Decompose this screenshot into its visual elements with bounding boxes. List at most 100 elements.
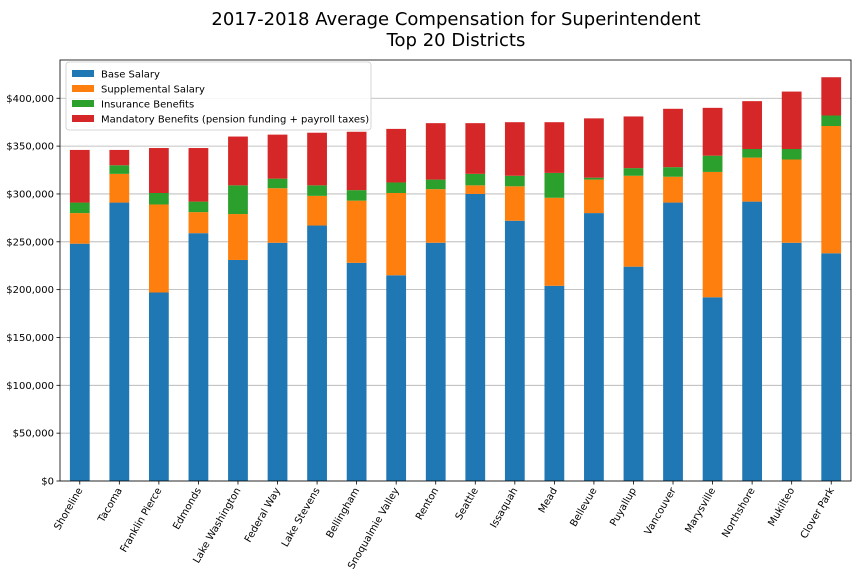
- bar-insurance-benefits: [623, 168, 644, 176]
- legend-box: [65, 61, 372, 131]
- x-tick-label: Bellingham: [325, 486, 363, 540]
- x-tick-label: Franklin Pierce: [119, 486, 165, 555]
- bar-insurance-benefits: [346, 190, 367, 201]
- bar-supplemental-salary: [584, 179, 604, 214]
- bar-insurance-benefits: [69, 202, 90, 214]
- bar-mandatory-benefits: [742, 101, 763, 149]
- bar-insurance-benefits: [821, 115, 842, 127]
- y-tick-label: $0: [41, 477, 54, 488]
- bar-insurance-benefits: [702, 155, 723, 172]
- x-tick-label: Clover Park: [799, 486, 837, 541]
- legend-swatch: [72, 70, 94, 77]
- bar-supplemental-salary: [781, 159, 802, 243]
- bar-base-salary: [702, 297, 723, 481]
- bar-insurance-benefits: [663, 167, 683, 177]
- x-tick-label: Shoreline: [52, 486, 85, 532]
- bar-mandatory-benefits: [702, 107, 723, 156]
- x-tick-label: Northshore: [720, 486, 757, 540]
- bar-insurance-benefits: [584, 177, 604, 180]
- bar-base-salary: [425, 242, 446, 481]
- chart-title: 2017-2018 Average Compensation for Super…: [211, 9, 700, 30]
- x-tick-label: Mead: [537, 486, 560, 515]
- bar-base-salary: [821, 253, 842, 481]
- bar-supplemental-salary: [188, 212, 209, 234]
- bar-base-salary: [69, 243, 90, 481]
- bar-mandatory-benefits: [544, 122, 565, 173]
- bar-mandatory-benefits: [148, 148, 169, 193]
- bar-mandatory-benefits: [346, 131, 367, 191]
- bar-base-salary: [307, 225, 327, 481]
- x-tick-label: Marysville: [683, 486, 718, 535]
- bar-base-salary: [346, 262, 367, 481]
- x-tick-label: Tacoma: [96, 486, 125, 525]
- bar-supplemental-salary: [663, 176, 683, 203]
- bar-base-salary: [663, 202, 683, 481]
- bar-insurance-benefits: [544, 172, 565, 198]
- x-tick-label: Lake Stevens: [280, 486, 323, 549]
- y-tick-label: $300,000: [6, 189, 54, 200]
- bar-base-salary: [148, 292, 169, 481]
- bar-insurance-benefits: [267, 178, 288, 189]
- bars: [69, 77, 842, 482]
- legend-label: Supplemental Salary: [101, 85, 205, 96]
- bar-mandatory-benefits: [386, 128, 407, 183]
- bar-base-salary: [623, 266, 644, 481]
- bar-base-salary: [781, 242, 802, 481]
- bar-insurance-benefits: [188, 201, 209, 213]
- bar-base-salary: [267, 242, 288, 481]
- bar-base-salary: [504, 220, 525, 481]
- bar-supplemental-salary: [109, 173, 130, 203]
- bar-supplemental-salary: [821, 126, 842, 254]
- bar-insurance-benefits: [386, 182, 407, 193]
- bar-mandatory-benefits: [69, 149, 90, 203]
- bar-mandatory-benefits: [821, 77, 842, 116]
- bar-supplemental-salary: [702, 171, 723, 298]
- x-tick-label: Bellevue: [568, 486, 599, 529]
- bar-supplemental-salary: [267, 188, 288, 243]
- bar-base-salary: [544, 285, 565, 481]
- bar-supplemental-salary: [742, 157, 763, 202]
- bar-mandatory-benefits: [623, 116, 644, 169]
- y-tick-label: $200,000: [6, 285, 54, 296]
- chart-subtitle: Top 20 Districts: [386, 30, 526, 51]
- x-tick-label: Mukilteo: [766, 486, 797, 528]
- x-tick-label: Puyallup: [608, 486, 639, 528]
- bar-insurance-benefits: [425, 179, 446, 190]
- plot-frame: [59, 59, 852, 482]
- legend-label: Mandatory Benefits (pension funding + pa…: [101, 115, 369, 126]
- bar-supplemental-salary: [544, 197, 565, 286]
- bar-supplemental-salary: [386, 192, 407, 276]
- bar-mandatory-benefits: [663, 108, 683, 168]
- bar-mandatory-benefits: [228, 136, 248, 186]
- bar-base-salary: [386, 275, 407, 481]
- bar-mandatory-benefits: [584, 118, 604, 178]
- bar-base-salary: [584, 213, 604, 481]
- x-tick-label: Federal Way: [243, 486, 283, 545]
- bar-base-salary: [109, 202, 130, 481]
- bar-base-salary: [465, 193, 486, 482]
- bar-insurance-benefits: [307, 185, 327, 196]
- y-tick-label: $350,000: [6, 142, 54, 153]
- x-tick-label: Seattle: [454, 486, 481, 522]
- bar-insurance-benefits: [504, 175, 525, 187]
- legend-swatch: [72, 100, 94, 107]
- bar-mandatory-benefits: [425, 123, 446, 180]
- bar-supplemental-salary: [504, 186, 525, 221]
- bar-base-salary: [188, 233, 209, 481]
- bar-supplemental-salary: [465, 185, 486, 194]
- bar-insurance-benefits: [465, 173, 486, 186]
- bar-mandatory-benefits: [188, 148, 209, 202]
- bar-supplemental-salary: [346, 200, 367, 263]
- bar-supplemental-salary: [69, 213, 90, 244]
- bar-mandatory-benefits: [781, 91, 802, 149]
- y-tick-label: $50,000: [13, 429, 54, 440]
- legend-swatch: [72, 115, 94, 122]
- gridlines: [60, 97, 851, 482]
- bar-supplemental-salary: [228, 214, 248, 260]
- bar-insurance-benefits: [148, 192, 169, 205]
- y-tick-label: $100,000: [6, 381, 54, 392]
- bar-insurance-benefits: [109, 165, 130, 174]
- legend-swatch: [72, 85, 94, 92]
- x-tick-label: Edmonds: [171, 486, 204, 532]
